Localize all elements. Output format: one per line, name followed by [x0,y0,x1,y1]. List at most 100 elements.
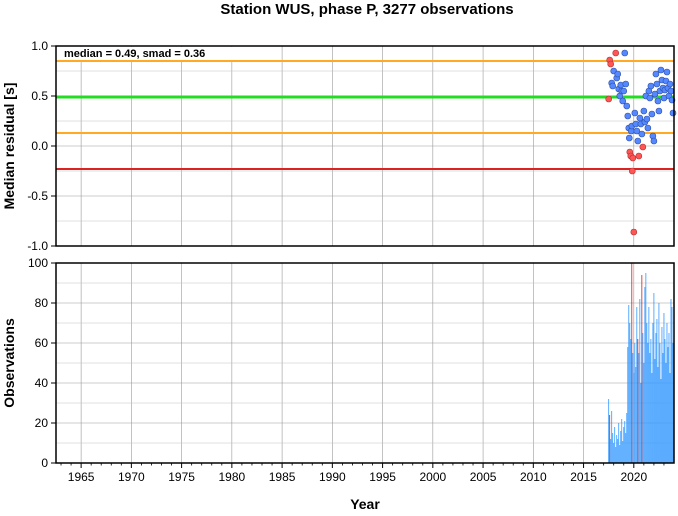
y-tick-label: 80 [35,296,49,310]
observation-bar [617,439,619,463]
residual-point [669,109,677,117]
residual-point [655,107,663,115]
residual-point [624,112,632,120]
y-tick-label: 1.0 [31,39,48,53]
x-tick-label: 1990 [319,470,346,484]
outlier-point [635,152,643,160]
x-tick-label: 2015 [570,470,597,484]
outlier-point [630,228,638,236]
x-tick-label: 1985 [269,470,296,484]
outlier-point [629,154,637,162]
observation-bar [628,305,630,463]
outlier-bar [609,415,611,463]
y-tick-label: 0.0 [31,139,48,153]
observation-bar [646,323,648,463]
observation-bar [669,373,671,463]
observation-bars [608,263,674,463]
observation-bar [648,307,650,463]
residual-point [609,82,617,90]
observation-bar [665,363,667,463]
x-tick-label: 2020 [620,470,647,484]
top-y-axis-label: Median residual [s] [1,83,17,210]
observation-bar [621,419,623,463]
observation-bar [622,441,624,463]
observation-bar [638,353,640,463]
observation-bar [664,339,666,463]
observation-bar [668,333,670,463]
x-tick-label: 2005 [470,470,497,484]
observation-bar [670,299,672,463]
outlier-point [607,60,614,68]
outlier-bar [637,339,639,463]
x-tick-label: 2010 [520,470,547,484]
y-tick-label: 0.5 [31,89,48,103]
observation-bar [652,323,654,463]
observation-bar [610,439,612,463]
observation-bar [639,299,641,463]
observation-bar [660,379,662,463]
observation-bar [614,427,616,463]
residual-point [619,97,627,105]
outlier-point [639,143,647,151]
residual-point [622,80,630,88]
observation-bar [663,313,665,463]
observation-bar [654,359,656,463]
bottom-panel-grid [56,262,674,464]
observation-bar [612,433,614,463]
x-axis-label: Year [350,496,380,511]
top-panel-grid [56,45,674,247]
observation-bar [642,333,644,463]
residual-point [634,137,642,145]
observation-bar [633,373,635,463]
bottom-y-axis-label: Observations [1,318,17,408]
observation-bar [634,343,636,463]
observation-bar [618,423,620,463]
observation-bar [636,307,638,463]
observation-bar [640,383,642,463]
observation-bar [632,353,634,463]
observation-bar [666,323,668,463]
observation-bar [611,411,613,463]
residual-point [640,107,648,115]
x-tick-label: 1970 [118,470,145,484]
residual-point [638,130,646,138]
annotation-box [61,47,239,60]
observation-bar [613,443,615,463]
observation-bar [645,273,647,463]
observation-bar [620,431,622,463]
y-tick-label: 0 [41,456,48,470]
outlier-bar [631,263,633,463]
observation-bar [661,327,663,463]
outlier-point [612,49,620,57]
observation-bar [619,445,621,463]
reference-lines [56,60,674,170]
x-tick-label: 1980 [219,470,246,484]
observation-bar [656,319,658,463]
observation-bar [649,353,651,463]
x-tick-label: 1965 [68,470,95,484]
residual-point [651,90,659,98]
bottom-y-ticks: 100 80 60 40 20 0 [28,256,56,470]
outlier-point [605,95,612,103]
residual-point [643,115,651,123]
observation-bar [672,343,674,463]
observation-bar [650,339,652,463]
bottom-panel-frame [55,262,675,464]
outlier-point [628,167,636,175]
residual-point [648,110,656,118]
observation-bar [667,347,669,463]
residual-points [605,49,677,236]
y-tick-label: 20 [35,416,49,430]
top-y-ticks: 1.0 0.5 0.0 -0.5 -1.0 [27,39,56,253]
y-tick-label: 100 [28,256,48,270]
residual-point [663,68,671,76]
observation-bar [643,363,645,463]
residual-point [614,70,622,78]
residual-point [646,94,654,102]
observation-bar [624,421,626,463]
residual-point [644,124,652,132]
observation-bar [626,413,628,463]
residual-point [621,49,629,57]
residual-point [633,127,641,135]
